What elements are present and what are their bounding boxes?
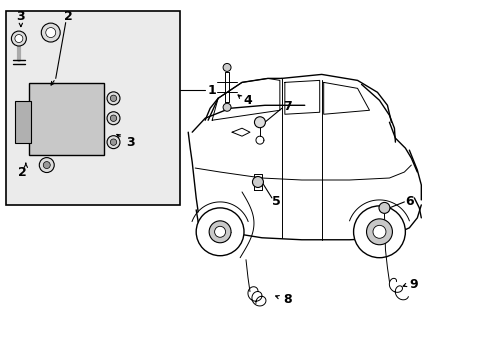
Circle shape [110, 139, 117, 145]
Circle shape [110, 115, 117, 121]
Text: 9: 9 [408, 278, 417, 291]
Circle shape [110, 95, 117, 102]
Circle shape [353, 206, 405, 258]
Text: 1: 1 [207, 84, 216, 97]
Circle shape [378, 202, 389, 213]
Circle shape [41, 23, 60, 42]
Circle shape [196, 208, 244, 256]
Circle shape [366, 219, 392, 245]
Text: 4: 4 [243, 94, 252, 107]
FancyBboxPatch shape [15, 101, 31, 143]
Text: 8: 8 [283, 293, 291, 306]
Circle shape [223, 63, 230, 71]
Circle shape [107, 112, 120, 125]
Circle shape [223, 103, 230, 111]
Circle shape [214, 226, 225, 237]
Circle shape [11, 31, 26, 46]
Circle shape [372, 225, 385, 238]
Circle shape [43, 162, 50, 168]
FancyBboxPatch shape [29, 84, 103, 155]
Text: 7: 7 [283, 100, 292, 113]
Circle shape [107, 92, 120, 105]
Circle shape [254, 117, 265, 128]
Circle shape [46, 28, 56, 37]
Bar [6, 11, 180, 205]
Text: 3: 3 [126, 136, 135, 149]
Circle shape [252, 176, 263, 188]
Text: 5: 5 [271, 195, 280, 208]
Circle shape [107, 136, 120, 149]
Text: 6: 6 [404, 195, 413, 208]
Circle shape [209, 221, 230, 243]
Text: 3: 3 [17, 10, 25, 23]
Circle shape [39, 158, 54, 172]
Text: 2: 2 [64, 10, 73, 23]
Circle shape [15, 35, 23, 42]
Text: 2: 2 [19, 166, 27, 179]
